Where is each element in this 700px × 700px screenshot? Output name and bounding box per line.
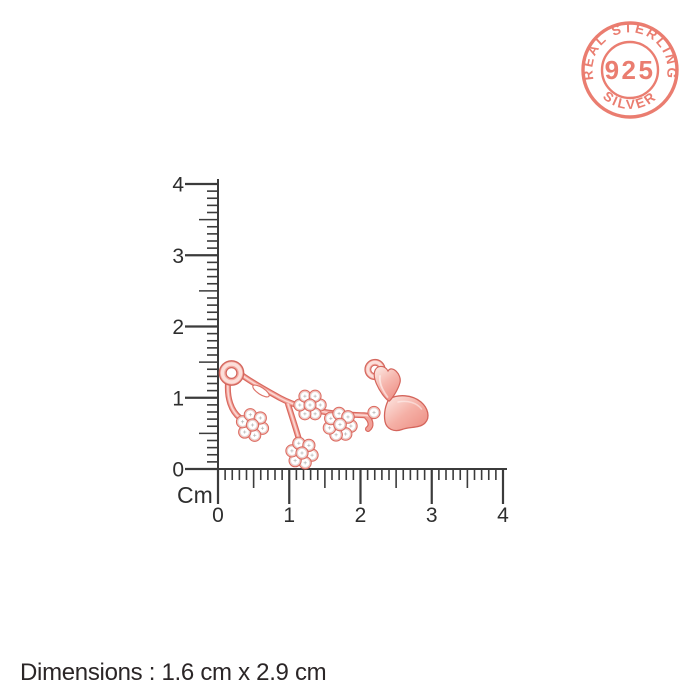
- pendant-branch-opening: [252, 384, 270, 398]
- vertical-ruler-label: 0: [172, 459, 184, 482]
- vertical-ruler-label: 4: [172, 174, 184, 197]
- pendant-butterfly: [373, 365, 429, 432]
- horizontal-ruler-label: 3: [426, 504, 438, 527]
- svg-text:SILVER: SILVER: [600, 88, 659, 112]
- badge-bottom-text: SILVER: [600, 88, 657, 112]
- sterling-silver-badge: 925 REAL STERLING SILVER: [580, 20, 679, 119]
- ruler: 4 3 2 1 0 0 1 2 3 4 Cm: [172, 174, 509, 528]
- butterfly-upper-wing-heart: [373, 365, 401, 402]
- badge-center-text: 925: [605, 55, 656, 85]
- butterfly-wing-highlight: [397, 400, 423, 410]
- pendant-left-jump-ring: [218, 360, 245, 386]
- ruler-ticks: [185, 179, 507, 504]
- pendant-gem-flowers: [235, 389, 381, 470]
- vertical-ruler-label: 3: [172, 245, 184, 268]
- horizontal-ruler-label: 4: [497, 504, 509, 527]
- butterfly-lower-wing: [383, 395, 429, 432]
- ruler-unit-label: Cm: [177, 482, 213, 508]
- horizontal-ruler-label: 2: [355, 504, 367, 527]
- ruler-labels: 4 3 2 1 0 0 1 2 3 4: [172, 174, 509, 528]
- vertical-ruler-label: 2: [172, 316, 184, 339]
- pendant-image: [218, 358, 429, 470]
- badge-inner-ring: [600, 40, 660, 100]
- horizontal-ruler-label: 1: [283, 504, 295, 527]
- dimensions-text: Dimensions : 1.6 cm x 2.9 cm: [20, 659, 327, 686]
- badge-outer-ring: [581, 21, 679, 119]
- vertical-ruler-label: 1: [172, 387, 184, 410]
- horizontal-ruler-label: 0: [212, 504, 224, 527]
- butterfly-highlight: [378, 375, 389, 398]
